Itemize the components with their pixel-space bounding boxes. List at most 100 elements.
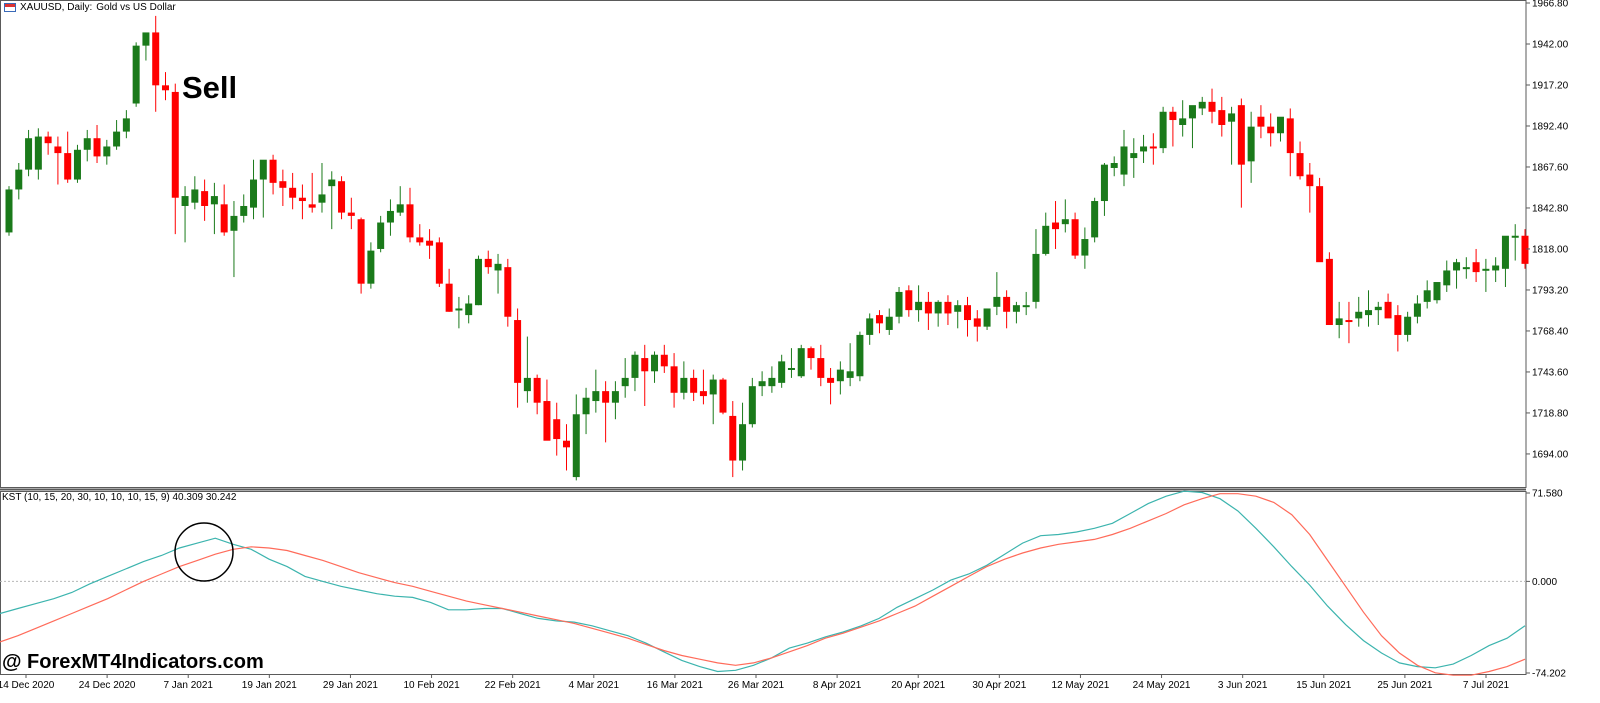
candle [220, 184, 228, 236]
candle-body [719, 379, 727, 413]
candle [1384, 293, 1392, 319]
candle [240, 194, 248, 223]
candle [1032, 229, 1040, 309]
candle [152, 15, 160, 112]
price-tick-label: 1818.00 [1532, 244, 1569, 255]
candle-body [240, 205, 248, 216]
candle [1071, 212, 1079, 259]
candle-body [1198, 101, 1206, 109]
candle [73, 144, 81, 183]
sell-annotation: Sell [182, 70, 238, 105]
price-tick-label: 1743.60 [1532, 367, 1569, 378]
candle-body [1247, 126, 1255, 162]
candle [846, 343, 854, 387]
candle [602, 381, 610, 443]
candle [1325, 252, 1333, 326]
candle [1159, 106, 1167, 154]
candle-body [1404, 316, 1412, 335]
candle-body [1100, 164, 1108, 202]
candle [1110, 156, 1118, 177]
candle [836, 361, 844, 395]
price-tick-label: 1793.20 [1532, 285, 1569, 296]
candle-body [582, 397, 590, 415]
candle-body [113, 131, 121, 147]
candle-body [915, 301, 923, 311]
candle [572, 394, 580, 481]
candles-layer [5, 15, 1529, 481]
candle-body [1237, 105, 1245, 165]
candle-body [15, 169, 23, 190]
candle [1012, 301, 1020, 324]
candle-body [631, 354, 639, 378]
candle [474, 255, 482, 306]
candle-body [1042, 225, 1050, 254]
candle [367, 242, 375, 289]
candle [729, 401, 737, 478]
candle [181, 186, 189, 243]
candle [426, 229, 434, 259]
candle [1081, 227, 1089, 269]
candle [122, 110, 130, 139]
candle-body [1365, 310, 1373, 316]
candle-body [298, 197, 306, 202]
candle-body [670, 366, 678, 393]
candle [1179, 100, 1187, 137]
time-tick-label: 29 Jan 2021 [323, 680, 378, 691]
candle [298, 184, 306, 220]
candle-body [758, 381, 766, 387]
candle [983, 308, 991, 330]
time-tick-label: 3 Jun 2021 [1218, 680, 1268, 691]
candle [660, 344, 668, 373]
candle-body [817, 358, 825, 378]
candle-body [1159, 111, 1167, 149]
candle [964, 296, 972, 337]
candle [1521, 229, 1529, 269]
candle [1501, 235, 1509, 287]
candle-body [1384, 301, 1392, 319]
candle [924, 291, 932, 330]
candle-body [1179, 118, 1187, 125]
candle-body [934, 301, 942, 314]
candle [1198, 96, 1206, 116]
candle [1404, 311, 1412, 342]
candle-body [875, 315, 883, 324]
candle [934, 300, 942, 327]
candle-body [201, 191, 209, 206]
candle [866, 313, 874, 345]
candle-body [983, 308, 991, 327]
candle [885, 308, 893, 335]
candle-body [1453, 262, 1461, 271]
candle-body [494, 263, 502, 271]
candle [1355, 296, 1363, 327]
candle-body [641, 358, 649, 372]
candle [817, 344, 825, 387]
candle [875, 310, 883, 334]
candle-body [1130, 153, 1138, 159]
candle [357, 217, 365, 294]
kst-tick-label: 71.580 [1532, 489, 1563, 500]
candle [83, 129, 91, 162]
time-axis: 14 Dec 2020 24 Dec 2020 7 Jan 2021 19 Jan 2… [0, 674, 1510, 691]
candle-body [1472, 262, 1480, 273]
candle-body [553, 419, 561, 440]
candle-body [1061, 219, 1069, 225]
candle [1413, 295, 1421, 324]
candle-body [377, 222, 385, 249]
candle [915, 285, 923, 322]
candle-body [1052, 222, 1060, 230]
candle [1345, 301, 1353, 344]
candle [377, 215, 385, 253]
candle [1208, 88, 1216, 124]
chart-window-icon [4, 3, 16, 12]
candle-body [1022, 305, 1030, 308]
candle-body [1433, 282, 1441, 301]
candle-body [533, 377, 541, 403]
time-tick-label: 26 Mar 2021 [728, 680, 785, 691]
candle [1394, 305, 1402, 352]
candle [1296, 141, 1304, 180]
candle [582, 387, 590, 435]
candle [15, 163, 23, 200]
candle [445, 268, 453, 312]
candle-body [1511, 235, 1519, 238]
candle-body [269, 159, 277, 183]
